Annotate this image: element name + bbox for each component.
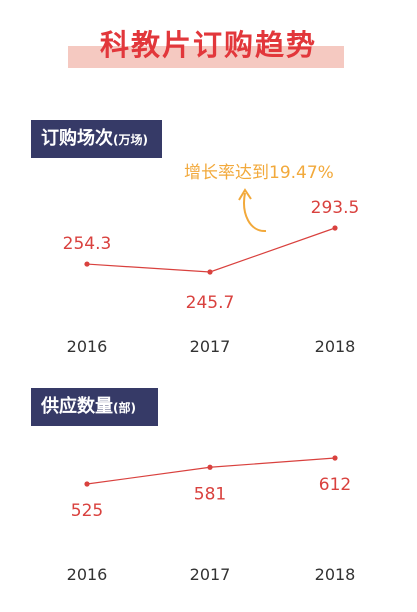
x-tick-label-1-2018: 2018 (315, 337, 356, 356)
data-label-2-2017: 581 (194, 484, 226, 504)
section-label-supply-unit: (部) (113, 401, 136, 415)
data-point-2-2016 (84, 481, 90, 487)
page-title: 科教片订购趋势 (99, 28, 317, 62)
section-label-bookings: 订购场次(万场) (31, 120, 162, 158)
section-label-supply-text: 供应数量 (41, 396, 113, 417)
arrow-head-icon (238, 188, 252, 201)
x-tick-label-2-2017: 2017 (190, 565, 231, 584)
section-label-bookings-text: 订购场次 (41, 128, 113, 149)
title-highlight-band (68, 46, 344, 68)
data-label-2-2018: 612 (319, 475, 351, 495)
data-label-1-2016: 254.3 (63, 234, 112, 254)
data-point-2-2018 (332, 455, 338, 461)
x-tick-label-1-2016: 2016 (67, 337, 108, 356)
x-tick-label-1-2017: 2017 (190, 337, 231, 356)
data-label-2-2016: 525 (71, 501, 103, 521)
section-label-supply: 供应数量(部) (31, 388, 158, 426)
data-point-1-2018 (332, 225, 338, 231)
data-point-2-2017 (207, 464, 213, 470)
data-label-1-2018: 293.5 (311, 198, 360, 218)
data-point-1-2017 (207, 269, 213, 275)
series-line-2 (86, 457, 336, 485)
growth-annotation: 增长率达到19.47% (184, 163, 334, 183)
data-point-1-2016 (84, 261, 90, 267)
x-tick-label-2-2016: 2016 (67, 565, 108, 584)
x-tick-label-2-2018: 2018 (315, 565, 356, 584)
title-block: 科教片订购趋势 (0, 0, 417, 80)
data-label-1-2017: 245.7 (186, 293, 235, 313)
series-line-1 (86, 227, 336, 273)
curved-arrow-icon (243, 192, 267, 233)
section-label-bookings-unit: (万场) (113, 133, 148, 147)
